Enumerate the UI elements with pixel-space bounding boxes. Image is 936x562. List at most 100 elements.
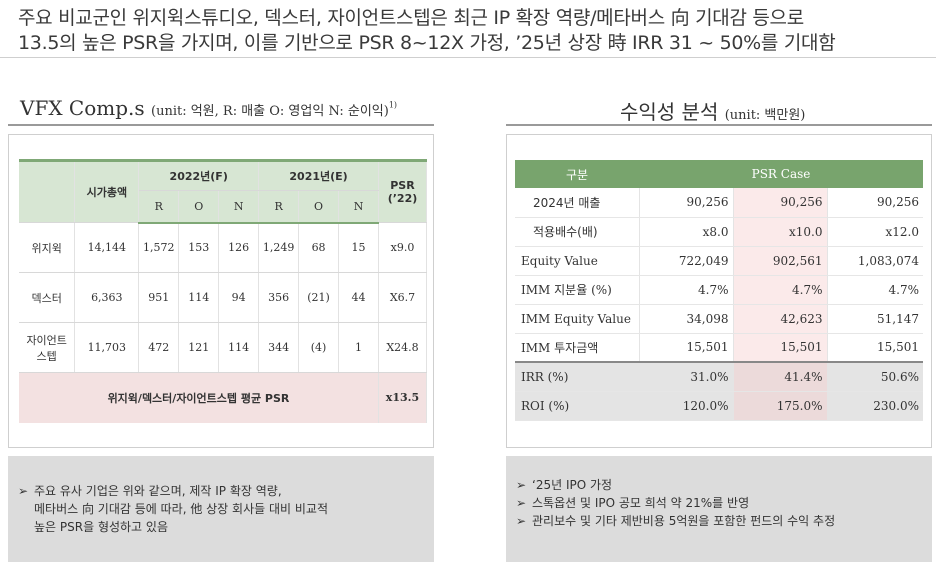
company-name: 덱스터	[19, 272, 76, 323]
case-mid-value: 4.7%	[733, 275, 828, 305]
case-mid-value: x10.0	[733, 217, 828, 247]
revenue-2022: 951	[138, 272, 180, 323]
table-row: ROI (%) 120.0% 175.0% 230.0%	[515, 391, 923, 421]
op-income-2021: (21)	[298, 272, 340, 323]
table-row: 위지윅 14,144 1,572 153 126 1,249 68 15 x9.…	[19, 222, 428, 273]
average-psr-value: x13.5	[378, 372, 428, 423]
table-row: 2024년 매출 90,256 90,256 90,256	[515, 188, 923, 218]
case-high-value: 51,147	[827, 304, 923, 334]
case-high-value: 15,501	[827, 333, 923, 363]
case-high-value: 230.0%	[827, 391, 923, 421]
case-low-value: 4.7%	[639, 275, 734, 305]
market-cap: 11,703	[74, 322, 140, 373]
profitability-note-box: ➢ ‘25년 IPO 가정 ➢ 스톡옵션 및 IPO 공모 희석 약 21%를 …	[506, 456, 932, 562]
note-text: 스톡옵션 및 IPO 공모 희석 약 21%를 반영	[532, 496, 750, 510]
note-line: 메타버스 向 기대감 등에 따라, 他 상장 회사들 대비 비교적	[34, 502, 328, 516]
case-low-value: 31.0%	[639, 361, 734, 392]
profitability-title-rule	[506, 124, 932, 126]
net-income-2021: 1	[338, 322, 379, 373]
note-item: ➢ ‘25년 IPO 가정	[516, 476, 922, 494]
comps-table: 시가총액 2022년(F) 2021년(E) PSR (’22) R O N R…	[19, 159, 428, 423]
case-high-value: 90,256	[827, 188, 923, 218]
col-psr-case: PSR Case	[639, 160, 923, 188]
profitability-section-title: 수익성 분석 (unit: 백만원)	[620, 96, 805, 125]
headline-divider	[0, 57, 936, 58]
sub-col-o: O	[298, 190, 340, 224]
arrow-bullet-icon: ➢	[18, 484, 29, 498]
market-cap: 14,144	[74, 222, 140, 273]
case-mid-value: 15,501	[733, 333, 828, 363]
note-item: ➢ 스톡옵션 및 IPO 공모 희석 약 21%를 반영	[516, 494, 922, 512]
revenue-2021: 356	[258, 272, 300, 323]
arrow-bullet-icon: ➢	[516, 496, 527, 510]
headline-line-1: 주요 비교군인 위지윅스튜디오, 덱스터, 자이언트스텝은 최근 IP 확장 역…	[18, 7, 804, 29]
case-low-value: 722,049	[639, 246, 734, 276]
headline-line-2: 13.5의 높은 PSR을 가지며, 이를 기반으로 PSR 8~12X 가정,…	[18, 32, 836, 54]
company-name: 자이언트 스텝	[19, 322, 76, 373]
table-row: Equity Value 722,049 902,561 1,083,074	[515, 246, 923, 276]
col-psr: PSR (’22)	[378, 159, 428, 223]
row-label: IMM 투자금액	[515, 333, 640, 363]
arrow-bullet-icon: ➢	[516, 478, 527, 492]
case-low-value: x8.0	[639, 217, 734, 247]
row-label: Equity Value	[515, 246, 640, 276]
row-label: IRR (%)	[515, 361, 640, 392]
col-category: 구분	[515, 160, 639, 188]
net-income-2022: 126	[218, 222, 260, 273]
net-income-2022: 94	[218, 272, 260, 323]
case-mid-value: 42,623	[733, 304, 828, 334]
psr-case-table: 구분 PSR Case 2024년 매출 90,256 90,256 90,25…	[515, 160, 923, 421]
headline: 주요 비교군인 위지윅스튜디오, 덱스터, 자이언트스텝은 최근 IP 확장 역…	[18, 6, 928, 56]
arrow-bullet-icon: ➢	[516, 514, 527, 528]
profitability-unit: (unit: 백만원)	[724, 108, 806, 123]
revenue-2022: 1,572	[138, 222, 180, 273]
table-row: IMM Equity Value 34,098 42,623 51,147	[515, 304, 923, 334]
comps-unit: (unit: 억원, R: 매출 O: 영업익 N: 순이익)	[151, 104, 389, 119]
average-psr-row: 위지윅/덱스터/자이언트스텝 평균 PSR x13.5	[19, 372, 428, 423]
col-2022: 2022년(F)	[138, 159, 260, 191]
net-income-2021: 44	[338, 272, 379, 323]
op-income-2022: 114	[178, 272, 220, 323]
case-high-value: 4.7%	[827, 275, 923, 305]
case-mid-value: 90,256	[733, 188, 828, 218]
op-income-2022: 121	[178, 322, 220, 373]
market-cap: 6,363	[74, 272, 140, 323]
op-income-2022: 153	[178, 222, 220, 273]
sub-col-r: R	[138, 190, 180, 224]
row-label: 적용배수(배)	[515, 217, 640, 247]
case-low-value: 34,098	[639, 304, 734, 334]
case-mid-value: 175.0%	[733, 391, 828, 421]
revenue-2022: 472	[138, 322, 180, 373]
table-row: IRR (%) 31.0% 41.4% 50.6%	[515, 361, 923, 392]
revenue-2021: 344	[258, 322, 300, 373]
table-row: 적용배수(배) x8.0 x10.0 x12.0	[515, 217, 923, 247]
revenue-2021: 1,249	[258, 222, 300, 273]
row-label: IMM Equity Value	[515, 304, 640, 334]
sub-col-n: N	[338, 190, 379, 224]
sub-col-r: R	[258, 190, 300, 224]
comps-title-rule	[8, 124, 434, 126]
row-label: IMM 지분율 (%)	[515, 275, 640, 305]
note-line: 주요 유사 기업은 위와 같으며, 제작 IP 확장 역량,	[34, 484, 282, 498]
case-high-value: x12.0	[827, 217, 923, 247]
comps-note-box: ➢ 주요 유사 기업은 위와 같으며, 제작 IP 확장 역량, 메타버스 向 …	[8, 456, 434, 562]
comps-section-title: VFX Comp.s (unit: 억원, R: 매출 O: 영업익 N: 순이…	[20, 96, 397, 120]
comps-header-blank	[19, 159, 76, 223]
case-high-value: 1,083,074	[827, 246, 923, 276]
note-text: ‘25년 IPO 가정	[532, 478, 613, 492]
sub-col-o: O	[178, 190, 220, 224]
company-name: 위지윅	[19, 222, 76, 273]
note-line: 높은 PSR을 형성하고 있음	[34, 520, 168, 534]
comps-panel: 시가총액 2022년(F) 2021년(E) PSR (’22) R O N R…	[8, 134, 434, 448]
psr-value: X6.7	[378, 272, 428, 323]
average-psr-label: 위지윅/덱스터/자이언트스텝 평균 PSR	[19, 372, 379, 423]
op-income-2021: (4)	[298, 322, 340, 373]
profitability-title: 수익성 분석	[620, 100, 719, 124]
table-row: IMM 투자금액 15,501 15,501 15,501	[515, 333, 923, 363]
case-low-value: 120.0%	[639, 391, 734, 421]
case-mid-value: 902,561	[733, 246, 828, 276]
psr-value: X24.8	[378, 322, 428, 373]
comps-footnote-mark: 1)	[388, 100, 398, 110]
note-text: 관리보수 및 기타 제반비용 5억원을 포함한 펀드의 수익 추정	[532, 514, 836, 528]
case-high-value: 50.6%	[827, 361, 923, 392]
